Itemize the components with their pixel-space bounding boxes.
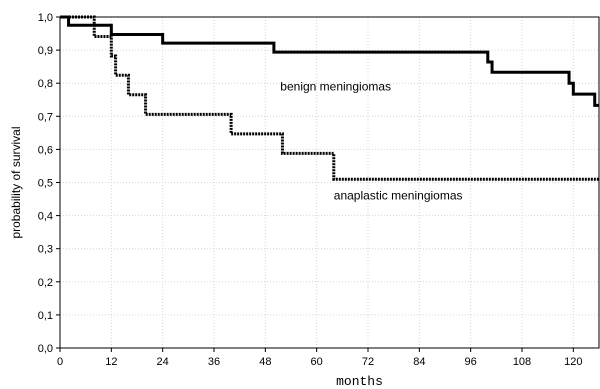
x-tick-label: 0	[57, 356, 63, 368]
y-tick-label: 0,3	[38, 244, 53, 256]
y-tick-label: 0,9	[38, 45, 53, 57]
series-line-anaplastic	[60, 15, 599, 181]
x-axis-label: months	[336, 374, 383, 389]
x-tick-label: 12	[105, 356, 117, 368]
x-tick-label: 60	[311, 356, 323, 368]
y-axis-label: probability of survival	[9, 126, 23, 238]
x-tick-label: 48	[259, 356, 271, 368]
x-tick-label: 36	[208, 356, 220, 368]
y-tick-label: 0,7	[38, 111, 53, 123]
y-tick-label: 0,6	[38, 144, 53, 156]
plot-frame	[59, 16, 600, 349]
grid	[60, 17, 599, 348]
y-tick-label: 0,4	[38, 211, 53, 223]
y-tick-label: 0,5	[38, 178, 53, 190]
x-axis: 0 12 24 36 48 60 72 84 96 108 120	[57, 348, 583, 368]
series-label-benign: benign meningiomas	[280, 80, 391, 94]
y-tick-label: 0,8	[38, 78, 53, 90]
series-label-anaplastic: anaplastic meningiomas	[334, 189, 463, 203]
y-tick-label: 0,2	[38, 277, 53, 289]
x-tick-label: 84	[413, 356, 425, 368]
y-tick-label: 1,0	[38, 12, 53, 24]
x-tick-label: 72	[362, 356, 374, 368]
y-tick-label: 0,0	[38, 343, 53, 355]
x-tick-label: 120	[564, 356, 582, 368]
y-tick-label: 0,1	[38, 310, 53, 322]
x-tick-label: 108	[513, 356, 531, 368]
x-tick-label: 24	[157, 356, 169, 368]
x-tick-label: 96	[465, 356, 477, 368]
y-axis: 0,0 0,1 0,2 0,3 0,4 0,5 0,6 0,7 0,8 0,9 1,0	[38, 12, 60, 355]
series-line-benign	[60, 15, 599, 107]
series-layer	[60, 15, 599, 181]
